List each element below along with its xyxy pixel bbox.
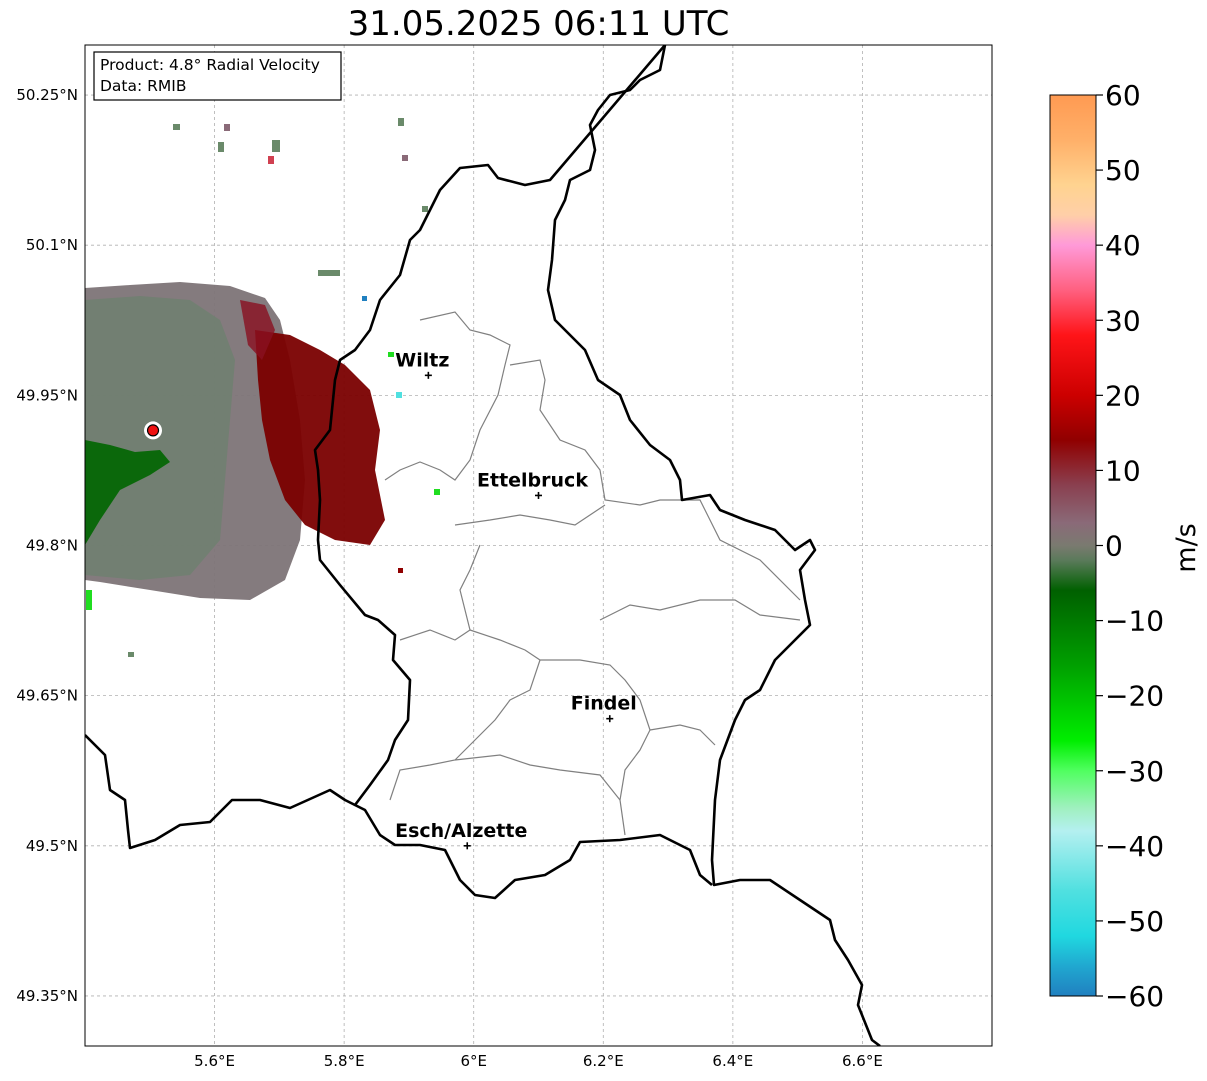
echo-speckle [396, 392, 402, 398]
canton-boundary [649, 724, 716, 746]
colorbar-tick-label: 50 [1105, 154, 1141, 187]
y-tick-label: 49.5°N [26, 837, 78, 855]
belgium-france-border [85, 734, 356, 850]
colorbar-tick-label: −30 [1105, 755, 1164, 788]
echo-speckle [86, 590, 92, 610]
colorbar-tick-label: −40 [1105, 830, 1164, 863]
echo-speckle [272, 140, 280, 152]
city-marker: Ettelbruck [477, 469, 588, 499]
echo-speckle [224, 124, 230, 131]
echo-speckle [218, 142, 224, 152]
canton-boundary [599, 599, 801, 621]
echo-mixed-gray [85, 296, 235, 580]
canton-boundary [384, 311, 511, 481]
colorbar-tick-label: 10 [1105, 454, 1141, 487]
x-tick-label: 6.2°E [583, 1052, 624, 1070]
echo-speckle [173, 124, 180, 130]
colorbar-tick-label: 30 [1105, 304, 1141, 337]
echo-speckle [388, 352, 394, 357]
info-box: Product: 4.8° Radial Velocity Data: RMIB [93, 51, 342, 101]
canton-boundary [399, 504, 606, 641]
colorbar-tick-label: 0 [1105, 530, 1123, 563]
y-tick-label: 49.95°N [16, 386, 78, 404]
y-tick-label: 49.8°N [26, 537, 78, 555]
map-title: 31.05.2025 06:11 UTC [347, 4, 730, 44]
colorbar-scale [1049, 94, 1097, 997]
colorbar: 60 50 40 30 20 10 0 −10 −20 −30 −40 −50 −60 m/s [1049, 79, 1202, 1013]
echo-speckle [402, 155, 408, 161]
info-data: Data: RMIB [100, 77, 187, 95]
y-tick-label: 49.35°N [16, 987, 78, 1005]
colorbar-tick-label: −20 [1105, 680, 1164, 713]
canton-boundary [389, 659, 621, 801]
city-label: Findel [571, 693, 637, 715]
echo-inbound-green [85, 440, 170, 545]
colorbar-tick-label: −60 [1105, 980, 1164, 1013]
colorbar-tick-label: 60 [1105, 79, 1141, 112]
radar-echo-layer [85, 118, 440, 657]
borders-layer [85, 45, 881, 1046]
city-marker: Esch/Alzette [395, 820, 527, 850]
echo-speckle [268, 156, 274, 164]
echo-outbound-red [255, 330, 385, 545]
echo-outbound-red-speckle [240, 300, 275, 360]
y-tick-label: 50.1°N [26, 236, 78, 254]
echo-speckle [422, 206, 428, 212]
radar-site-marker [144, 421, 163, 440]
echo-speckle [362, 296, 367, 301]
luxembourg-border [546, 45, 881, 1046]
echo-speckle [398, 118, 404, 126]
city-label: Ettelbruck [477, 469, 588, 491]
echo-speckle [434, 489, 440, 495]
colorbar-tick-label: 20 [1105, 379, 1141, 412]
luxembourg-border [313, 45, 713, 900]
canton-boundary [509, 359, 801, 601]
colorbar-label: m/s [1171, 523, 1202, 572]
colorbar-tick-label: 40 [1105, 229, 1141, 262]
canton-boundary [469, 629, 651, 836]
city-marker: Wiltz [395, 349, 449, 379]
echo-speckle [128, 652, 134, 657]
colorbar-tick-label: −50 [1105, 905, 1164, 938]
x-tick-label: 5.6°E [194, 1052, 235, 1070]
info-product: Product: 4.8° Radial Velocity [100, 56, 320, 74]
x-tick-label: 6.6°E [842, 1052, 883, 1070]
city-label: Esch/Alzette [395, 820, 527, 842]
echo-speckle [318, 270, 340, 276]
colorbar-ticks: 60 50 40 30 20 10 0 −10 −20 −30 −40 −50 −60 [1096, 79, 1164, 1013]
x-tick-label: 6°E [460, 1052, 487, 1070]
y-tick-label: 50.25°N [16, 86, 78, 104]
x-tick-label: 6.4°E [712, 1052, 753, 1070]
echo-speckle [398, 568, 403, 573]
radar-site-dot [146, 424, 160, 437]
x-tick-label: 5.8°E [324, 1052, 365, 1070]
city-layer: Wiltz Ettelbruck Findel Esch/Alzette [395, 349, 637, 850]
axis-ticks: 5.6°E 5.8°E 6°E 6.2°E 6.4°E 6.6°E 50.25°N 50.1°… [16, 86, 883, 1070]
colorbar-tick-label: −10 [1105, 605, 1164, 638]
plot-frame [84, 44, 993, 1047]
city-label: Wiltz [395, 349, 449, 371]
city-marker: Findel [571, 693, 637, 723]
y-tick-label: 49.65°N [16, 687, 78, 705]
